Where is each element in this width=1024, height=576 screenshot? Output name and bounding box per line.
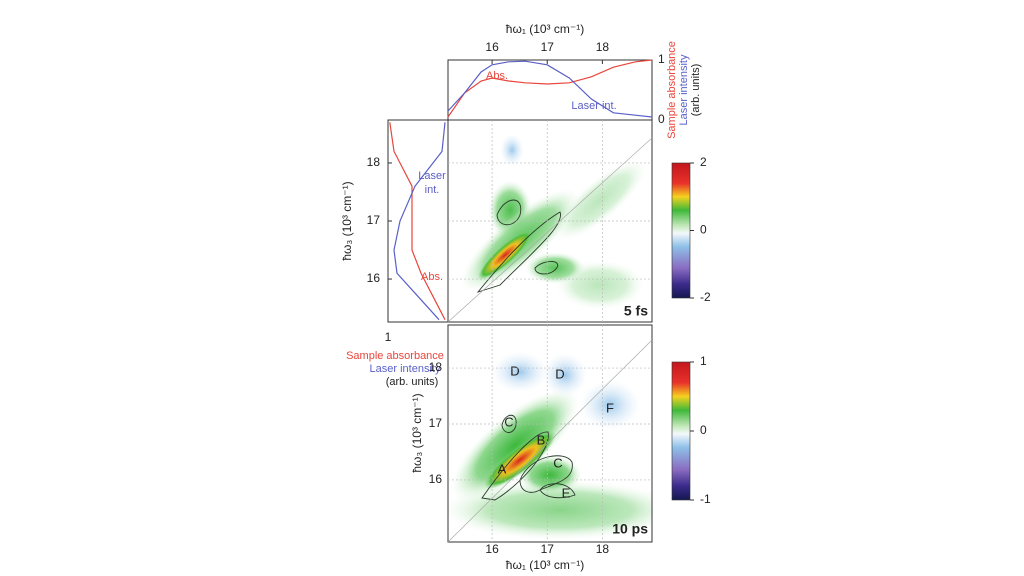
y-label: Laser intensity bbox=[678, 54, 690, 125]
spectrum-line bbox=[447, 60, 653, 118]
signal bbox=[477, 230, 533, 280]
x-tick-label: 16 bbox=[485, 542, 499, 556]
spectrum-line bbox=[389, 122, 446, 320]
contour bbox=[539, 483, 576, 499]
colorbar-tick-label: -1 bbox=[700, 492, 711, 506]
spectrum-line bbox=[393, 122, 446, 321]
contour bbox=[501, 414, 517, 433]
diagonal bbox=[447, 137, 653, 323]
diagonal bbox=[447, 339, 653, 543]
colorbar-tick-label: 0 bbox=[700, 223, 707, 237]
panel-frame bbox=[447, 324, 653, 543]
x-tick-label: 18 bbox=[596, 542, 610, 556]
colorbar-tick-label: 0 bbox=[700, 423, 707, 437]
axis-label: ħω₁ (10³ cm⁻¹) bbox=[506, 22, 584, 36]
signal bbox=[450, 388, 580, 502]
panel-label: 10 ps bbox=[612, 521, 648, 537]
contour bbox=[496, 199, 522, 226]
colorbar bbox=[671, 162, 691, 299]
signal bbox=[500, 134, 524, 166]
y-tick-label: 18 bbox=[429, 360, 443, 374]
x-tick-label: 1 bbox=[385, 330, 392, 344]
x-tick-label: 17 bbox=[541, 542, 555, 556]
signal bbox=[543, 353, 587, 397]
left-spectra-frame bbox=[387, 119, 449, 323]
peak-label: C bbox=[553, 455, 562, 470]
y-tick-label: 16 bbox=[429, 472, 443, 486]
signal bbox=[525, 252, 585, 284]
annotation: int. bbox=[425, 184, 440, 196]
colorbar-tick-label: 1 bbox=[700, 354, 707, 368]
top-spectra-frame bbox=[447, 59, 653, 121]
axis-label: ħω₁ (10³ cm⁻¹) bbox=[506, 558, 584, 572]
contour bbox=[519, 455, 573, 493]
x-tick-label: 18 bbox=[596, 40, 610, 54]
contour bbox=[481, 431, 549, 501]
panel-label: 5 fs bbox=[624, 303, 648, 319]
x-label: (arb. units) bbox=[386, 376, 439, 388]
y-tick-label: 18 bbox=[367, 155, 381, 169]
signal bbox=[448, 480, 652, 540]
x-label: Laser intensity bbox=[370, 363, 441, 375]
peak-label: C bbox=[504, 414, 513, 429]
annotation: Laser int. bbox=[571, 100, 616, 112]
signal bbox=[483, 430, 557, 490]
peak-label: B bbox=[537, 432, 546, 447]
y-tick-label: 0 bbox=[658, 112, 665, 126]
axis-label: ħω₃ (10³ cm⁻¹) bbox=[340, 181, 354, 260]
axis-label: ħω₃ (10³ cm⁻¹) bbox=[410, 393, 424, 472]
peak-label: A bbox=[498, 461, 507, 476]
colorbar-tick-label: -2 bbox=[700, 290, 711, 304]
annotation: Abs. bbox=[486, 70, 508, 82]
peak-label: D bbox=[510, 363, 519, 378]
colorbar-tick-label: 2 bbox=[700, 155, 707, 169]
spectrum-line bbox=[447, 59, 653, 118]
y-label: Sample absorbance bbox=[666, 41, 678, 139]
x-label: Sample absorbance bbox=[346, 350, 444, 362]
x-tick-label: 17 bbox=[541, 40, 555, 54]
signal bbox=[492, 352, 548, 392]
colorbar bbox=[671, 361, 691, 501]
peak-label: D bbox=[555, 366, 564, 381]
y-tick-label: 17 bbox=[367, 213, 381, 227]
contour bbox=[476, 211, 561, 293]
y-label: (arb. units) bbox=[690, 64, 702, 117]
signal bbox=[580, 380, 640, 430]
spectrum-10ps bbox=[448, 352, 652, 540]
y-tick-label: 16 bbox=[367, 271, 381, 285]
peak-label: F bbox=[606, 400, 614, 415]
x-tick-label: 16 bbox=[485, 40, 499, 54]
y-tick-label: 1 bbox=[658, 52, 665, 66]
y-tick-label: 17 bbox=[429, 416, 443, 430]
contour bbox=[534, 261, 558, 275]
peak-label: E bbox=[562, 485, 571, 500]
annotation: Abs. bbox=[421, 271, 443, 283]
